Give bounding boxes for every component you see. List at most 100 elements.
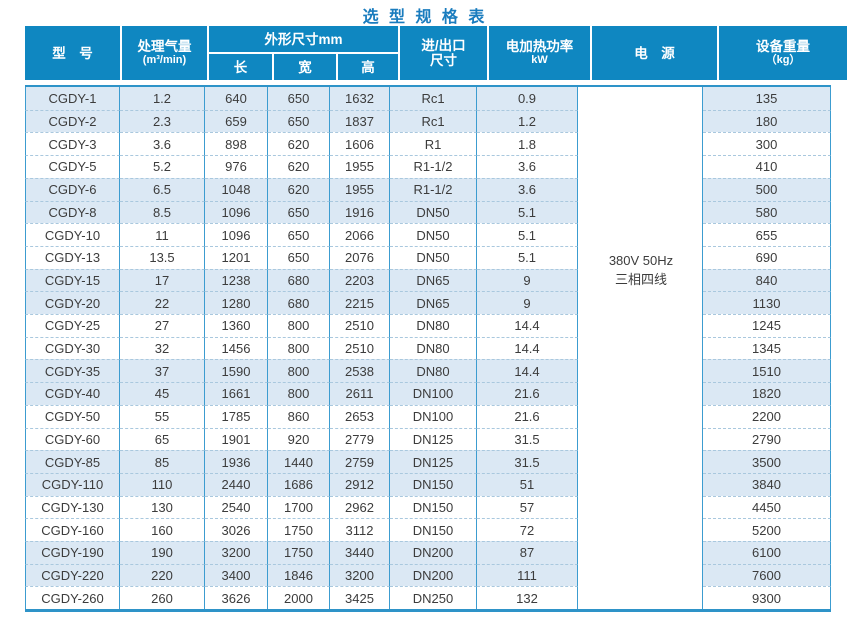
cell-height: 1837 <box>330 109 390 133</box>
cell-length: 3026 <box>205 518 268 542</box>
cell-model: CGDY-110 <box>25 472 120 496</box>
cell-height: 2912 <box>330 472 390 496</box>
cell-weight: 4450 <box>703 495 831 519</box>
cell-power-supply <box>578 268 703 292</box>
cell-weight: 5200 <box>703 518 831 542</box>
cell-height: 2203 <box>330 268 390 292</box>
cell-port: DN150 <box>390 495 477 519</box>
cell-width: 650 <box>268 200 330 224</box>
cell-flow: 55 <box>120 404 205 428</box>
cell-heat-power: 5.1 <box>477 245 578 269</box>
cell-flow: 1.2 <box>120 87 205 110</box>
cell-power-supply <box>578 200 703 224</box>
cell-width: 650 <box>268 245 330 269</box>
table-row: CGDY-160 160 3026 1750 3112 DN150 72 520… <box>25 518 831 542</box>
header-flow: 处理气量 (m³/min) <box>122 26 207 80</box>
page-title: 选 型 规 格 表 <box>362 9 488 26</box>
cell-flow: 37 <box>120 359 205 383</box>
table-row: CGDY-1 1.2 640 650 1632 Rc1 0.9 135 <box>25 87 831 110</box>
table-row: CGDY-60 65 1901 920 2779 DN125 31.5 2790 <box>25 427 831 451</box>
cell-width: 650 <box>268 109 330 133</box>
cell-width: 620 <box>268 155 330 178</box>
cell-power-supply <box>578 291 703 315</box>
cell-port: Rc1 <box>390 109 477 133</box>
cell-length: 1590 <box>205 359 268 383</box>
cell-length: 1936 <box>205 450 268 473</box>
cell-length: 1201 <box>205 245 268 269</box>
cell-width: 800 <box>268 314 330 337</box>
cell-heat-power: 51 <box>477 472 578 496</box>
cell-heat-power: 3.6 <box>477 155 578 178</box>
cell-port: DN80 <box>390 359 477 383</box>
power-supply-line2: 三相四线 <box>614 272 667 287</box>
cell-height: 1606 <box>330 132 390 156</box>
cell-model: CGDY-190 <box>25 541 120 564</box>
table-row: CGDY-13 13.5 1201 650 2076 DN50 5.1 690 <box>25 245 831 269</box>
cell-weight: 580 <box>703 200 831 224</box>
cell-power-supply <box>578 245 703 269</box>
cell-flow: 220 <box>120 563 205 587</box>
cell-power-supply <box>578 109 703 133</box>
cell-model: CGDY-220 <box>25 563 120 587</box>
cell-power-supply <box>578 495 703 519</box>
cell-height: 2779 <box>330 427 390 451</box>
cell-port: DN50 <box>390 245 477 269</box>
cell-weight: 135 <box>703 87 831 110</box>
cell-width: 650 <box>268 223 330 246</box>
cell-flow: 65 <box>120 427 205 451</box>
cell-model: CGDY-35 <box>25 359 120 383</box>
cell-length: 3200 <box>205 541 268 564</box>
cell-flow: 5.2 <box>120 155 205 178</box>
cell-height: 3112 <box>330 518 390 542</box>
cell-flow: 32 <box>120 336 205 360</box>
cell-port: DN125 <box>390 427 477 451</box>
cell-flow: 45 <box>120 382 205 405</box>
table-row: CGDY-130 130 2540 1700 2962 DN150 57 445… <box>25 495 831 519</box>
cell-weight: 3500 <box>703 450 831 473</box>
cell-weight: 1130 <box>703 291 831 315</box>
table-row: CGDY-3 3.6 898 620 1606 R1 1.8 300 <box>25 132 831 156</box>
cell-heat-power: 111 <box>477 563 578 587</box>
table-row: CGDY-8 8.5 1096 650 1916 DN50 5.1 580 <box>25 200 831 224</box>
cell-length: 1096 <box>205 200 268 224</box>
header-length: 长 <box>209 54 272 80</box>
header-port-line2: 尺寸 <box>430 53 457 68</box>
cell-port: R1-1/2 <box>390 177 477 201</box>
cell-height: 2653 <box>330 404 390 428</box>
cell-flow: 17 <box>120 268 205 292</box>
header-dimensions-group: 外形尺寸mm <box>209 26 398 52</box>
cell-port: DN250 <box>390 586 477 610</box>
table-row: CGDY-50 55 1785 860 2653 DN100 21.6 2200 <box>25 404 831 428</box>
cell-height: 1955 <box>330 177 390 201</box>
table-row: CGDY-220 220 3400 1846 3200 DN200 111 76… <box>25 563 831 587</box>
cell-power-supply <box>578 223 703 246</box>
header-heat-power-unit: kW <box>531 54 548 66</box>
cell-flow: 27 <box>120 314 205 337</box>
cell-heat-power: 5.1 <box>477 200 578 224</box>
cell-weight: 500 <box>703 177 831 201</box>
cell-flow: 260 <box>120 586 205 610</box>
table-row: CGDY-5 5.2 976 620 1955 R1-1/2 3.6 410 <box>25 155 831 178</box>
cell-model: CGDY-15 <box>25 268 120 292</box>
cell-width: 620 <box>268 177 330 201</box>
cell-height: 2538 <box>330 359 390 383</box>
table-row: CGDY-35 37 1590 800 2538 DN80 14.4 1510 <box>25 359 831 383</box>
cell-heat-power: 31.5 <box>477 450 578 473</box>
cell-power-supply <box>578 132 703 156</box>
header-weight-line1: 设备重量 <box>756 39 810 54</box>
cell-power-supply <box>578 314 703 337</box>
cell-width: 800 <box>268 336 330 360</box>
cell-heat-power: 5.1 <box>477 223 578 246</box>
cell-model: CGDY-60 <box>25 427 120 451</box>
cell-height: 2215 <box>330 291 390 315</box>
cell-height: 1916 <box>330 200 390 224</box>
cell-height: 2066 <box>330 223 390 246</box>
cell-length: 1661 <box>205 382 268 405</box>
cell-width: 800 <box>268 359 330 383</box>
cell-heat-power: 132 <box>477 586 578 610</box>
cell-port: R1-1/2 <box>390 155 477 178</box>
cell-height: 3200 <box>330 563 390 587</box>
cell-height: 2611 <box>330 382 390 405</box>
table-row: CGDY-20 22 1280 680 2215 DN65 9 1130 <box>25 291 831 315</box>
cell-port: DN100 <box>390 404 477 428</box>
